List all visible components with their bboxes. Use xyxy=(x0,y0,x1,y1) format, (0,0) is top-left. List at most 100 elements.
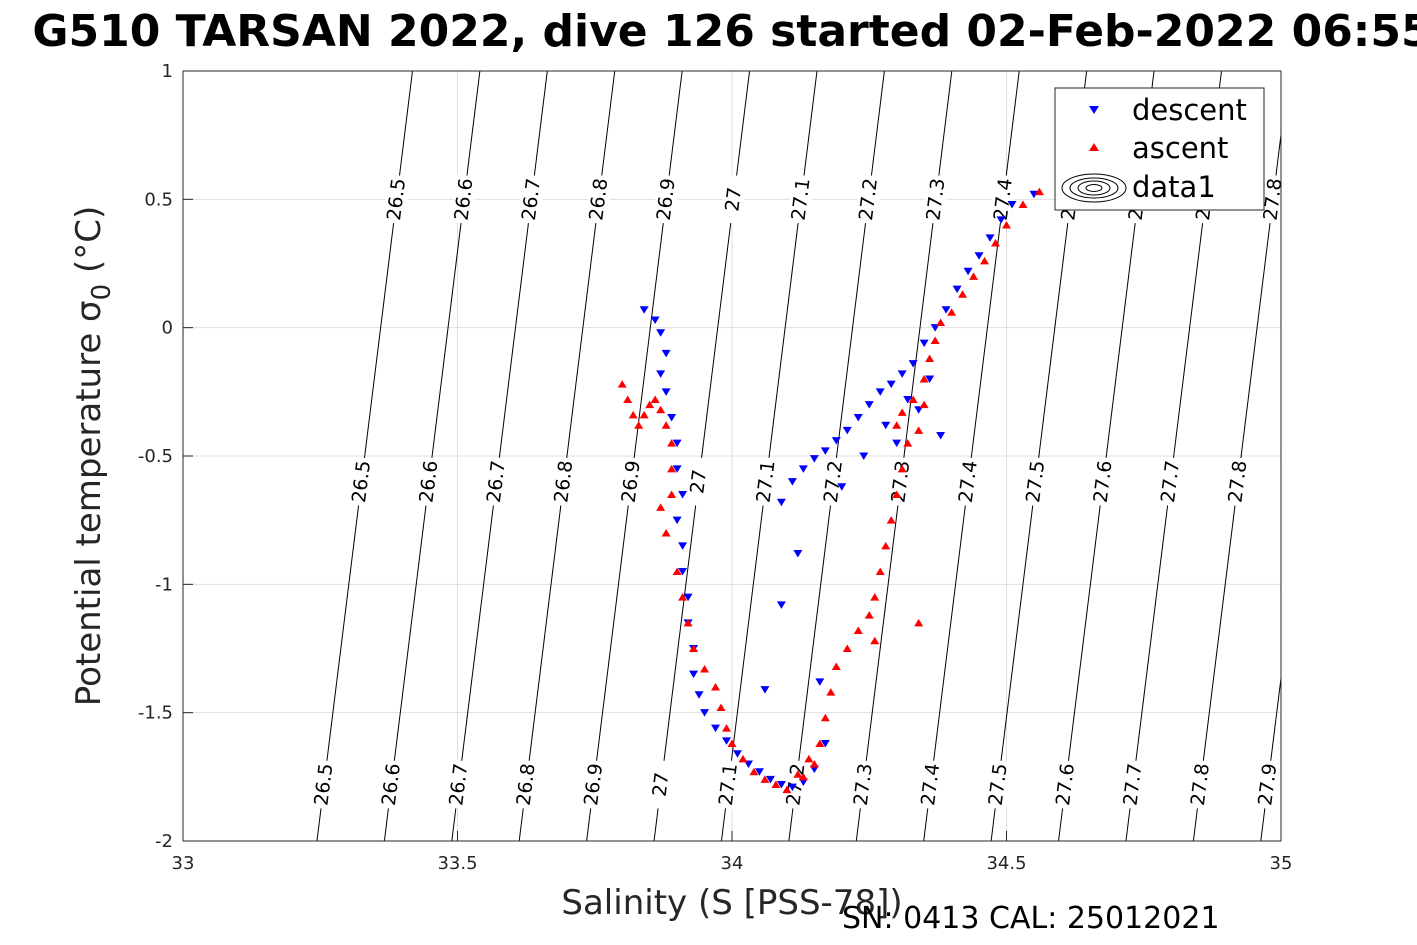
footer-calibration: SN: 0413 CAL: 25012021 xyxy=(842,901,1220,936)
ascent-point xyxy=(639,410,649,419)
contour-label-bg xyxy=(347,456,376,507)
contour-label: 27.4 xyxy=(955,459,982,504)
contour-label-bg xyxy=(887,456,915,507)
descent-point xyxy=(678,491,688,499)
contour-label: 27.3 xyxy=(850,762,877,807)
ascent-point xyxy=(672,567,682,575)
contour-label-bg xyxy=(450,174,478,225)
descent-point xyxy=(793,550,803,558)
ascent-point xyxy=(1002,221,1011,229)
ascent-point xyxy=(969,272,979,280)
ascent-point xyxy=(870,593,880,601)
contour-label: 27.4 xyxy=(917,762,944,807)
descent-point xyxy=(963,267,973,276)
ascent-point xyxy=(689,644,699,652)
contour-label: 26.7 xyxy=(518,177,545,222)
contour-label: 27.8 xyxy=(1187,762,1214,807)
ascent-point xyxy=(919,375,929,383)
descent-point xyxy=(672,465,682,473)
contour-label-bg xyxy=(415,456,443,507)
descent-point xyxy=(908,360,918,368)
ascent-point xyxy=(738,754,748,763)
y-tick-label: -1.5 xyxy=(138,703,173,724)
contour-label-bg xyxy=(819,456,848,507)
contour-label-bg xyxy=(1224,456,1252,507)
density-contours: 26.526.526.526.626.626.626.726.726.726.8… xyxy=(310,71,1287,841)
contour-label-bg xyxy=(849,759,878,810)
descent-point xyxy=(919,339,929,348)
y-tick-label: 0.5 xyxy=(144,189,173,210)
descent-point xyxy=(667,414,677,422)
contour-label-bg xyxy=(684,456,713,507)
descent-point xyxy=(700,709,710,717)
contour-label-bg xyxy=(1156,456,1185,507)
contour-26.9: 26.9 26.9 26.9 xyxy=(579,71,683,841)
ascent-point xyxy=(886,516,896,524)
legend-data1-contour-icon xyxy=(1061,173,1127,203)
descent-point xyxy=(930,324,940,332)
descent-point xyxy=(974,252,984,260)
descent-point xyxy=(952,285,962,294)
contour-label: 26.9 xyxy=(653,177,680,222)
ascent-point xyxy=(875,567,885,575)
contour-label: 27.8 xyxy=(1224,459,1251,504)
y-tick-label: -0.5 xyxy=(138,446,173,467)
contour-label-bg xyxy=(719,174,748,225)
descent-point xyxy=(853,414,863,422)
ascent-point xyxy=(897,408,907,416)
contour-label-bg xyxy=(1089,456,1117,507)
ascent-point xyxy=(798,772,808,781)
legend: descent ascent data1 xyxy=(1054,87,1265,211)
descent-point xyxy=(683,593,693,602)
descent-point xyxy=(711,724,721,733)
ascent-point xyxy=(623,395,633,404)
descent-point xyxy=(815,678,825,686)
ascent-point xyxy=(826,688,836,696)
contour-label-bg xyxy=(752,456,780,507)
contour-26.7: 26.7 26.7 26.7 xyxy=(444,71,548,841)
descent-point xyxy=(776,601,786,609)
ascent-point xyxy=(870,636,880,645)
ascent-point xyxy=(667,490,677,498)
ascent-point xyxy=(749,767,759,776)
descent-point xyxy=(809,455,819,463)
descent-point xyxy=(743,760,753,768)
ascent-point xyxy=(678,593,688,601)
ascent-point xyxy=(656,503,666,511)
ascent-point xyxy=(667,464,677,473)
legend-box xyxy=(1054,87,1265,211)
contour-label-bg xyxy=(1186,759,1215,810)
ascent-point xyxy=(881,541,891,550)
y-axis-label-main: Potential temperature σ xyxy=(69,300,109,706)
descent-point xyxy=(672,439,682,448)
descent-point xyxy=(798,465,808,473)
x-tick-label: 33.5 xyxy=(437,853,477,874)
contour-label: 27.1 xyxy=(753,459,780,504)
ascent-point xyxy=(914,618,924,627)
descent-point xyxy=(732,750,742,758)
contour-label-bg xyxy=(647,759,675,810)
descent-point xyxy=(886,380,896,389)
legend-ascent-marker xyxy=(1089,143,1099,151)
data-points xyxy=(617,187,1044,794)
contour-label: 27.1 xyxy=(715,762,742,807)
legend-data1-label: data1 xyxy=(1132,170,1216,204)
contour-label-bg xyxy=(1259,174,1287,225)
descent-point xyxy=(694,691,704,699)
ascent-point xyxy=(760,775,770,783)
ascent-point xyxy=(1034,187,1044,196)
contour-label: 26.8 xyxy=(513,762,540,807)
descent-point xyxy=(837,483,847,491)
descent-point xyxy=(798,778,808,786)
ascent-point xyxy=(667,439,677,447)
contour-label-bg xyxy=(1253,759,1282,810)
ascent-point xyxy=(892,421,902,429)
ascent-point xyxy=(820,713,830,722)
contour-label-bg xyxy=(984,759,1013,810)
contour-label-bg xyxy=(444,759,473,810)
ascent-point xyxy=(914,426,924,434)
contour-label-bg xyxy=(549,456,578,507)
contour-label: 26.9 xyxy=(580,762,607,807)
contour-label: 26.5 xyxy=(348,459,375,504)
